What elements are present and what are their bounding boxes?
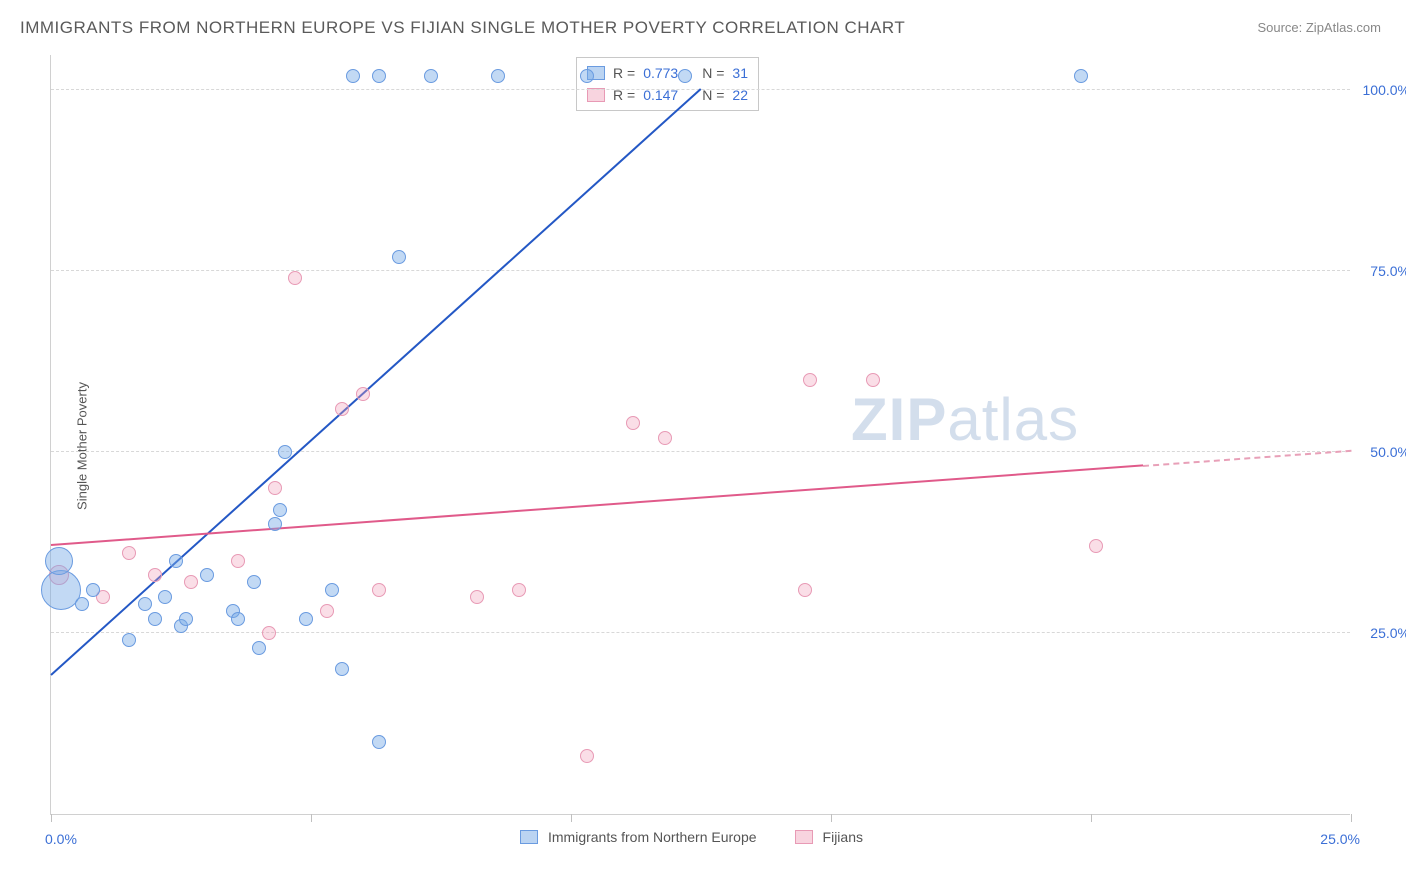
- correlation-legend: R = 0.773 N = 31 R = 0.147 N = 22: [576, 57, 759, 111]
- data-point: [512, 583, 526, 597]
- data-point: [372, 69, 386, 83]
- n-label: N =: [702, 65, 724, 81]
- y-tick-label: 25.0%: [1370, 625, 1406, 641]
- data-point: [122, 546, 136, 560]
- r-label: R =: [613, 65, 635, 81]
- n-value-blue: 31: [732, 65, 748, 81]
- source-name: ZipAtlas.com: [1306, 20, 1381, 35]
- data-point: [325, 583, 339, 597]
- swatch-pink-icon: [795, 830, 813, 844]
- source-prefix: Source:: [1257, 20, 1305, 35]
- data-point: [262, 626, 276, 640]
- x-tick: [831, 814, 832, 822]
- series-legend: Immigrants from Northern Europe Fijians: [520, 829, 863, 845]
- data-point: [148, 568, 162, 582]
- watermark-rest: atlas: [947, 386, 1079, 453]
- data-point: [798, 583, 812, 597]
- data-point: [580, 749, 594, 763]
- legend-pink-label: Fijians: [823, 829, 863, 845]
- x-tick: [51, 814, 52, 822]
- plot-area: ZIPatlas R = 0.773 N = 31 R = 0.147 N = …: [50, 55, 1350, 815]
- data-point: [335, 662, 349, 676]
- y-tick-label: 50.0%: [1370, 444, 1406, 460]
- data-point: [278, 445, 292, 459]
- x-label-max: 25.0%: [1320, 831, 1360, 847]
- data-point: [75, 597, 89, 611]
- data-point: [335, 402, 349, 416]
- swatch-blue-icon: [520, 830, 538, 844]
- data-point: [86, 583, 100, 597]
- chart-title: IMMIGRANTS FROM NORTHERN EUROPE VS FIJIA…: [20, 18, 905, 38]
- data-point: [45, 547, 73, 575]
- data-point: [158, 590, 172, 604]
- data-point: [580, 69, 594, 83]
- trendline: [51, 465, 1143, 547]
- data-point: [491, 69, 505, 83]
- data-point: [231, 612, 245, 626]
- data-point: [372, 583, 386, 597]
- data-point: [231, 554, 245, 568]
- data-point: [803, 373, 817, 387]
- x-tick: [1351, 814, 1352, 822]
- data-point: [1089, 539, 1103, 553]
- data-point: [247, 575, 261, 589]
- gridline: [51, 451, 1350, 452]
- data-point: [866, 373, 880, 387]
- data-point: [184, 575, 198, 589]
- data-point: [678, 69, 692, 83]
- x-tick: [311, 814, 312, 822]
- data-point: [356, 387, 370, 401]
- x-tick: [1091, 814, 1092, 822]
- source-attribution: Source: ZipAtlas.com: [1257, 20, 1381, 35]
- gridline: [51, 632, 1350, 633]
- data-point: [346, 69, 360, 83]
- data-point: [658, 431, 672, 445]
- y-tick-label: 100.0%: [1363, 82, 1406, 98]
- data-point: [299, 612, 313, 626]
- data-point: [1074, 69, 1088, 83]
- y-tick-label: 75.0%: [1370, 263, 1406, 279]
- data-point: [392, 250, 406, 264]
- data-point: [169, 554, 183, 568]
- data-point: [138, 597, 152, 611]
- data-point: [252, 641, 266, 655]
- watermark-bold: ZIP: [851, 386, 947, 453]
- data-point: [320, 604, 334, 618]
- r-value-blue: 0.773: [643, 65, 678, 81]
- data-point: [200, 568, 214, 582]
- data-point: [268, 517, 282, 531]
- x-tick: [571, 814, 572, 822]
- data-point: [372, 735, 386, 749]
- data-point: [273, 503, 287, 517]
- data-point: [179, 612, 193, 626]
- data-point: [288, 271, 302, 285]
- data-point: [626, 416, 640, 430]
- watermark: ZIPatlas: [851, 385, 1079, 454]
- x-label-min: 0.0%: [45, 831, 77, 847]
- data-point: [268, 481, 282, 495]
- legend-blue-label: Immigrants from Northern Europe: [548, 829, 757, 845]
- data-point: [470, 590, 484, 604]
- legend-row-blue: R = 0.773 N = 31: [587, 62, 748, 84]
- plot-inner: ZIPatlas R = 0.773 N = 31 R = 0.147 N = …: [50, 55, 1350, 815]
- legend-row-pink: R = 0.147 N = 22: [587, 84, 748, 106]
- data-point: [122, 633, 136, 647]
- data-point: [424, 69, 438, 83]
- gridline: [51, 270, 1350, 271]
- data-point: [148, 612, 162, 626]
